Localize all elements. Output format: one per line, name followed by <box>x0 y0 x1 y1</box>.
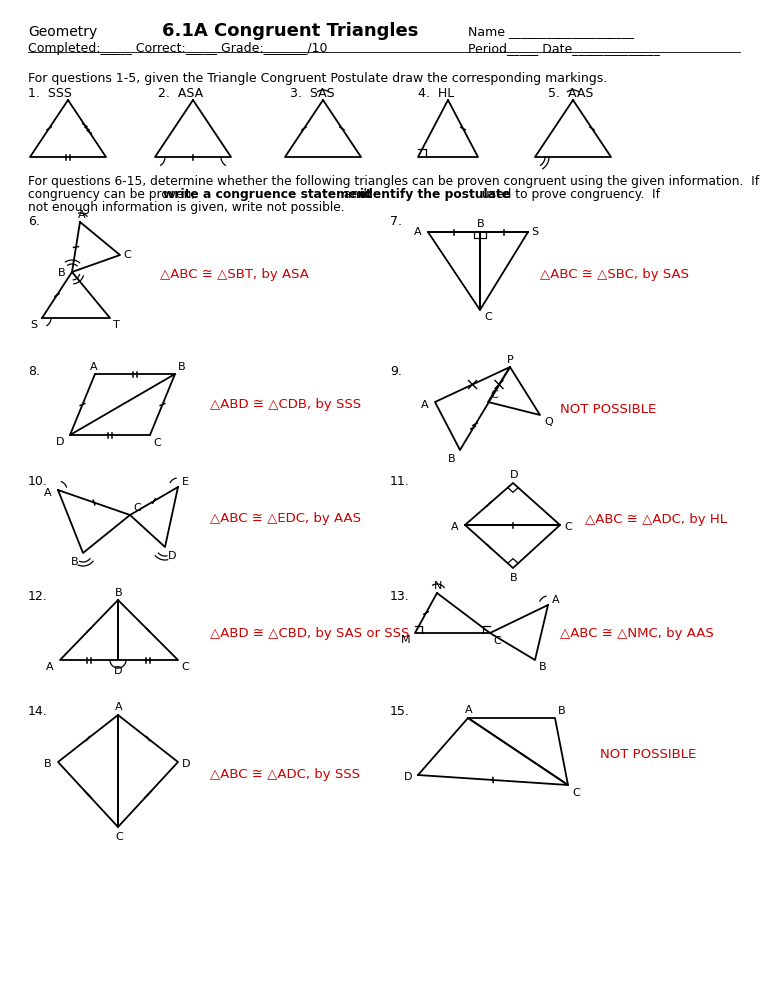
Text: 8.: 8. <box>28 365 40 378</box>
Text: 1.  SSS: 1. SSS <box>28 87 72 100</box>
Text: A: A <box>46 662 54 672</box>
Text: A: A <box>90 362 98 372</box>
Text: C: C <box>490 390 498 400</box>
Text: B: B <box>115 588 123 598</box>
Text: △ABC ≅ △SBC, by SAS: △ABC ≅ △SBC, by SAS <box>540 268 689 281</box>
Text: B: B <box>44 759 51 769</box>
Text: 6.1A Congruent Triangles: 6.1A Congruent Triangles <box>162 22 419 40</box>
Text: A: A <box>421 400 429 410</box>
Text: △ABC ≅ △NMC, by AAS: △ABC ≅ △NMC, by AAS <box>560 627 713 640</box>
Text: S: S <box>531 227 538 237</box>
Text: not enough information is given, write not possible.: not enough information is given, write n… <box>28 201 345 214</box>
Text: NOT POSSIBLE: NOT POSSIBLE <box>560 403 656 416</box>
Text: B: B <box>477 219 485 229</box>
Text: C: C <box>572 788 580 798</box>
Text: △ABC ≅ △ADC, by SSS: △ABC ≅ △ADC, by SSS <box>210 768 360 781</box>
Text: For questions 1-5, given the Triangle Congruent Postulate draw the corresponding: For questions 1-5, given the Triangle Co… <box>28 72 607 85</box>
Text: A: A <box>44 488 51 498</box>
Text: 6.: 6. <box>28 215 40 228</box>
Text: For questions 6-15, determine whether the following triangles can be proven cong: For questions 6-15, determine whether th… <box>28 175 759 188</box>
Text: D: D <box>114 666 123 676</box>
Text: 9.: 9. <box>390 365 402 378</box>
Text: identify the postulate: identify the postulate <box>360 188 510 201</box>
Text: C: C <box>181 662 189 672</box>
Text: B: B <box>178 362 186 372</box>
Text: B: B <box>510 573 518 583</box>
Text: T: T <box>113 320 120 330</box>
Text: C: C <box>493 636 501 646</box>
Text: △ABD ≅ △CDB, by SSS: △ABD ≅ △CDB, by SSS <box>210 398 361 411</box>
Text: D: D <box>168 551 177 561</box>
Text: 13.: 13. <box>390 590 410 603</box>
Text: D: D <box>56 437 65 447</box>
Text: A: A <box>552 595 560 605</box>
Text: 3.  SAS: 3. SAS <box>290 87 335 100</box>
Text: S: S <box>30 320 37 330</box>
Text: NOT POSSIBLE: NOT POSSIBLE <box>600 748 697 761</box>
Text: congruency can be proven,: congruency can be proven, <box>28 188 199 201</box>
Text: D: D <box>182 759 190 769</box>
Text: 15.: 15. <box>390 705 410 718</box>
Text: △ABC ≅ △EDC, by AAS: △ABC ≅ △EDC, by AAS <box>210 512 361 525</box>
Text: 11.: 11. <box>390 475 410 488</box>
Text: used to prove congruency.  If: used to prove congruency. If <box>478 188 660 201</box>
Text: Name ____________________: Name ____________________ <box>468 25 634 38</box>
Text: write a congruence statement: write a congruence statement <box>163 188 372 201</box>
Text: C: C <box>133 503 141 513</box>
Text: △ABC ≅ △SBT, by ASA: △ABC ≅ △SBT, by ASA <box>160 268 309 281</box>
Text: N: N <box>434 581 442 591</box>
Text: A: A <box>115 702 123 712</box>
Text: △ABC ≅ △ADC, by HL: △ABC ≅ △ADC, by HL <box>585 513 727 526</box>
Text: M: M <box>401 635 411 645</box>
Text: Geometry: Geometry <box>28 25 98 39</box>
Text: A: A <box>414 227 422 237</box>
Text: C: C <box>564 522 571 532</box>
Text: △ABD ≅ △CBD, by SAS or SSS: △ABD ≅ △CBD, by SAS or SSS <box>210 627 409 640</box>
Text: C: C <box>115 832 123 842</box>
Text: 5.  AAS: 5. AAS <box>548 87 594 100</box>
Text: D: D <box>404 772 412 782</box>
Text: B: B <box>71 557 78 567</box>
Text: A: A <box>78 210 85 220</box>
Text: A: A <box>465 705 472 715</box>
Text: C: C <box>484 312 492 322</box>
Text: 10.: 10. <box>28 475 48 488</box>
Text: 12.: 12. <box>28 590 48 603</box>
Text: 7.: 7. <box>390 215 402 228</box>
Text: E: E <box>182 477 189 487</box>
Text: P: P <box>507 355 514 365</box>
Text: B: B <box>58 268 65 278</box>
Text: D: D <box>510 470 518 480</box>
Text: B: B <box>558 706 565 716</box>
Text: 2.  ASA: 2. ASA <box>158 87 203 100</box>
Text: Period_____ Date______________: Period_____ Date______________ <box>468 42 660 55</box>
Text: 14.: 14. <box>28 705 48 718</box>
Text: and: and <box>340 188 371 201</box>
Text: B: B <box>539 662 547 672</box>
Text: 4.  HL: 4. HL <box>418 87 454 100</box>
Text: B: B <box>448 454 455 464</box>
Text: Q: Q <box>544 417 553 427</box>
Text: C: C <box>153 438 161 448</box>
Text: A: A <box>451 522 458 532</box>
Text: C: C <box>123 250 131 260</box>
Text: Completed:_____ Correct:_____ Grade:_______/10: Completed:_____ Correct:_____ Grade:____… <box>28 42 327 55</box>
